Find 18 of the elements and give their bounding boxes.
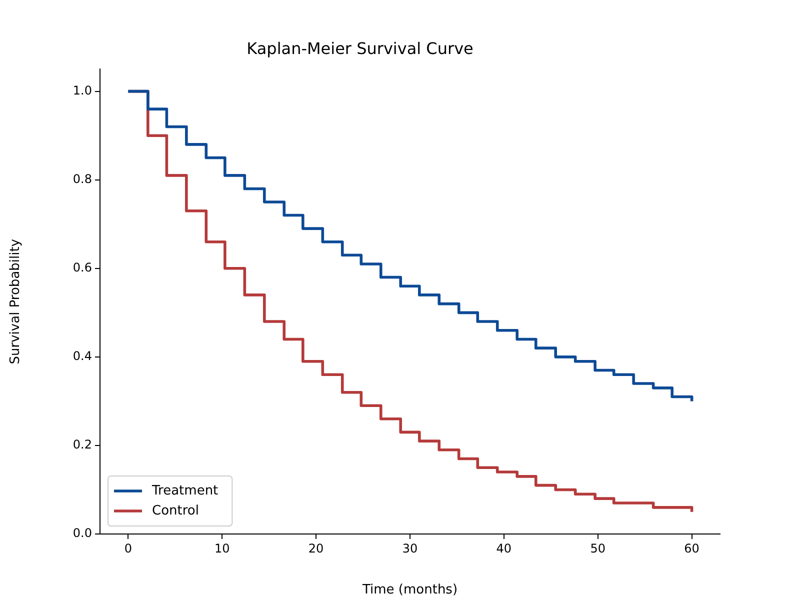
y-tick-label: 1.0: [72, 83, 92, 98]
y-axis-title: Survival Probability: [8, 238, 24, 364]
x-tick-label: 20: [308, 541, 324, 556]
x-tick-label: 60: [684, 541, 700, 556]
y-tick-label: 0.8: [72, 172, 92, 186]
y-tick-label: 0.6: [72, 260, 92, 275]
x-tick-label: 0: [124, 541, 132, 556]
legend-label: Treatment: [151, 483, 218, 498]
y-tick-label: 0.2: [72, 438, 92, 452]
y-tick-label: 0.4: [72, 349, 92, 364]
legend-label: Control: [152, 503, 199, 518]
chart-title: Kaplan-Meier Survival Curve: [246, 38, 474, 58]
x-tick-label: 50: [590, 541, 606, 556]
y-tick-label: 0.0: [72, 526, 92, 540]
x-tick-label: 40: [496, 541, 512, 556]
x-axis-title: Time (months): [361, 582, 458, 598]
x-tick-label: 30: [402, 541, 418, 556]
x-tick-label: 10: [214, 541, 230, 556]
